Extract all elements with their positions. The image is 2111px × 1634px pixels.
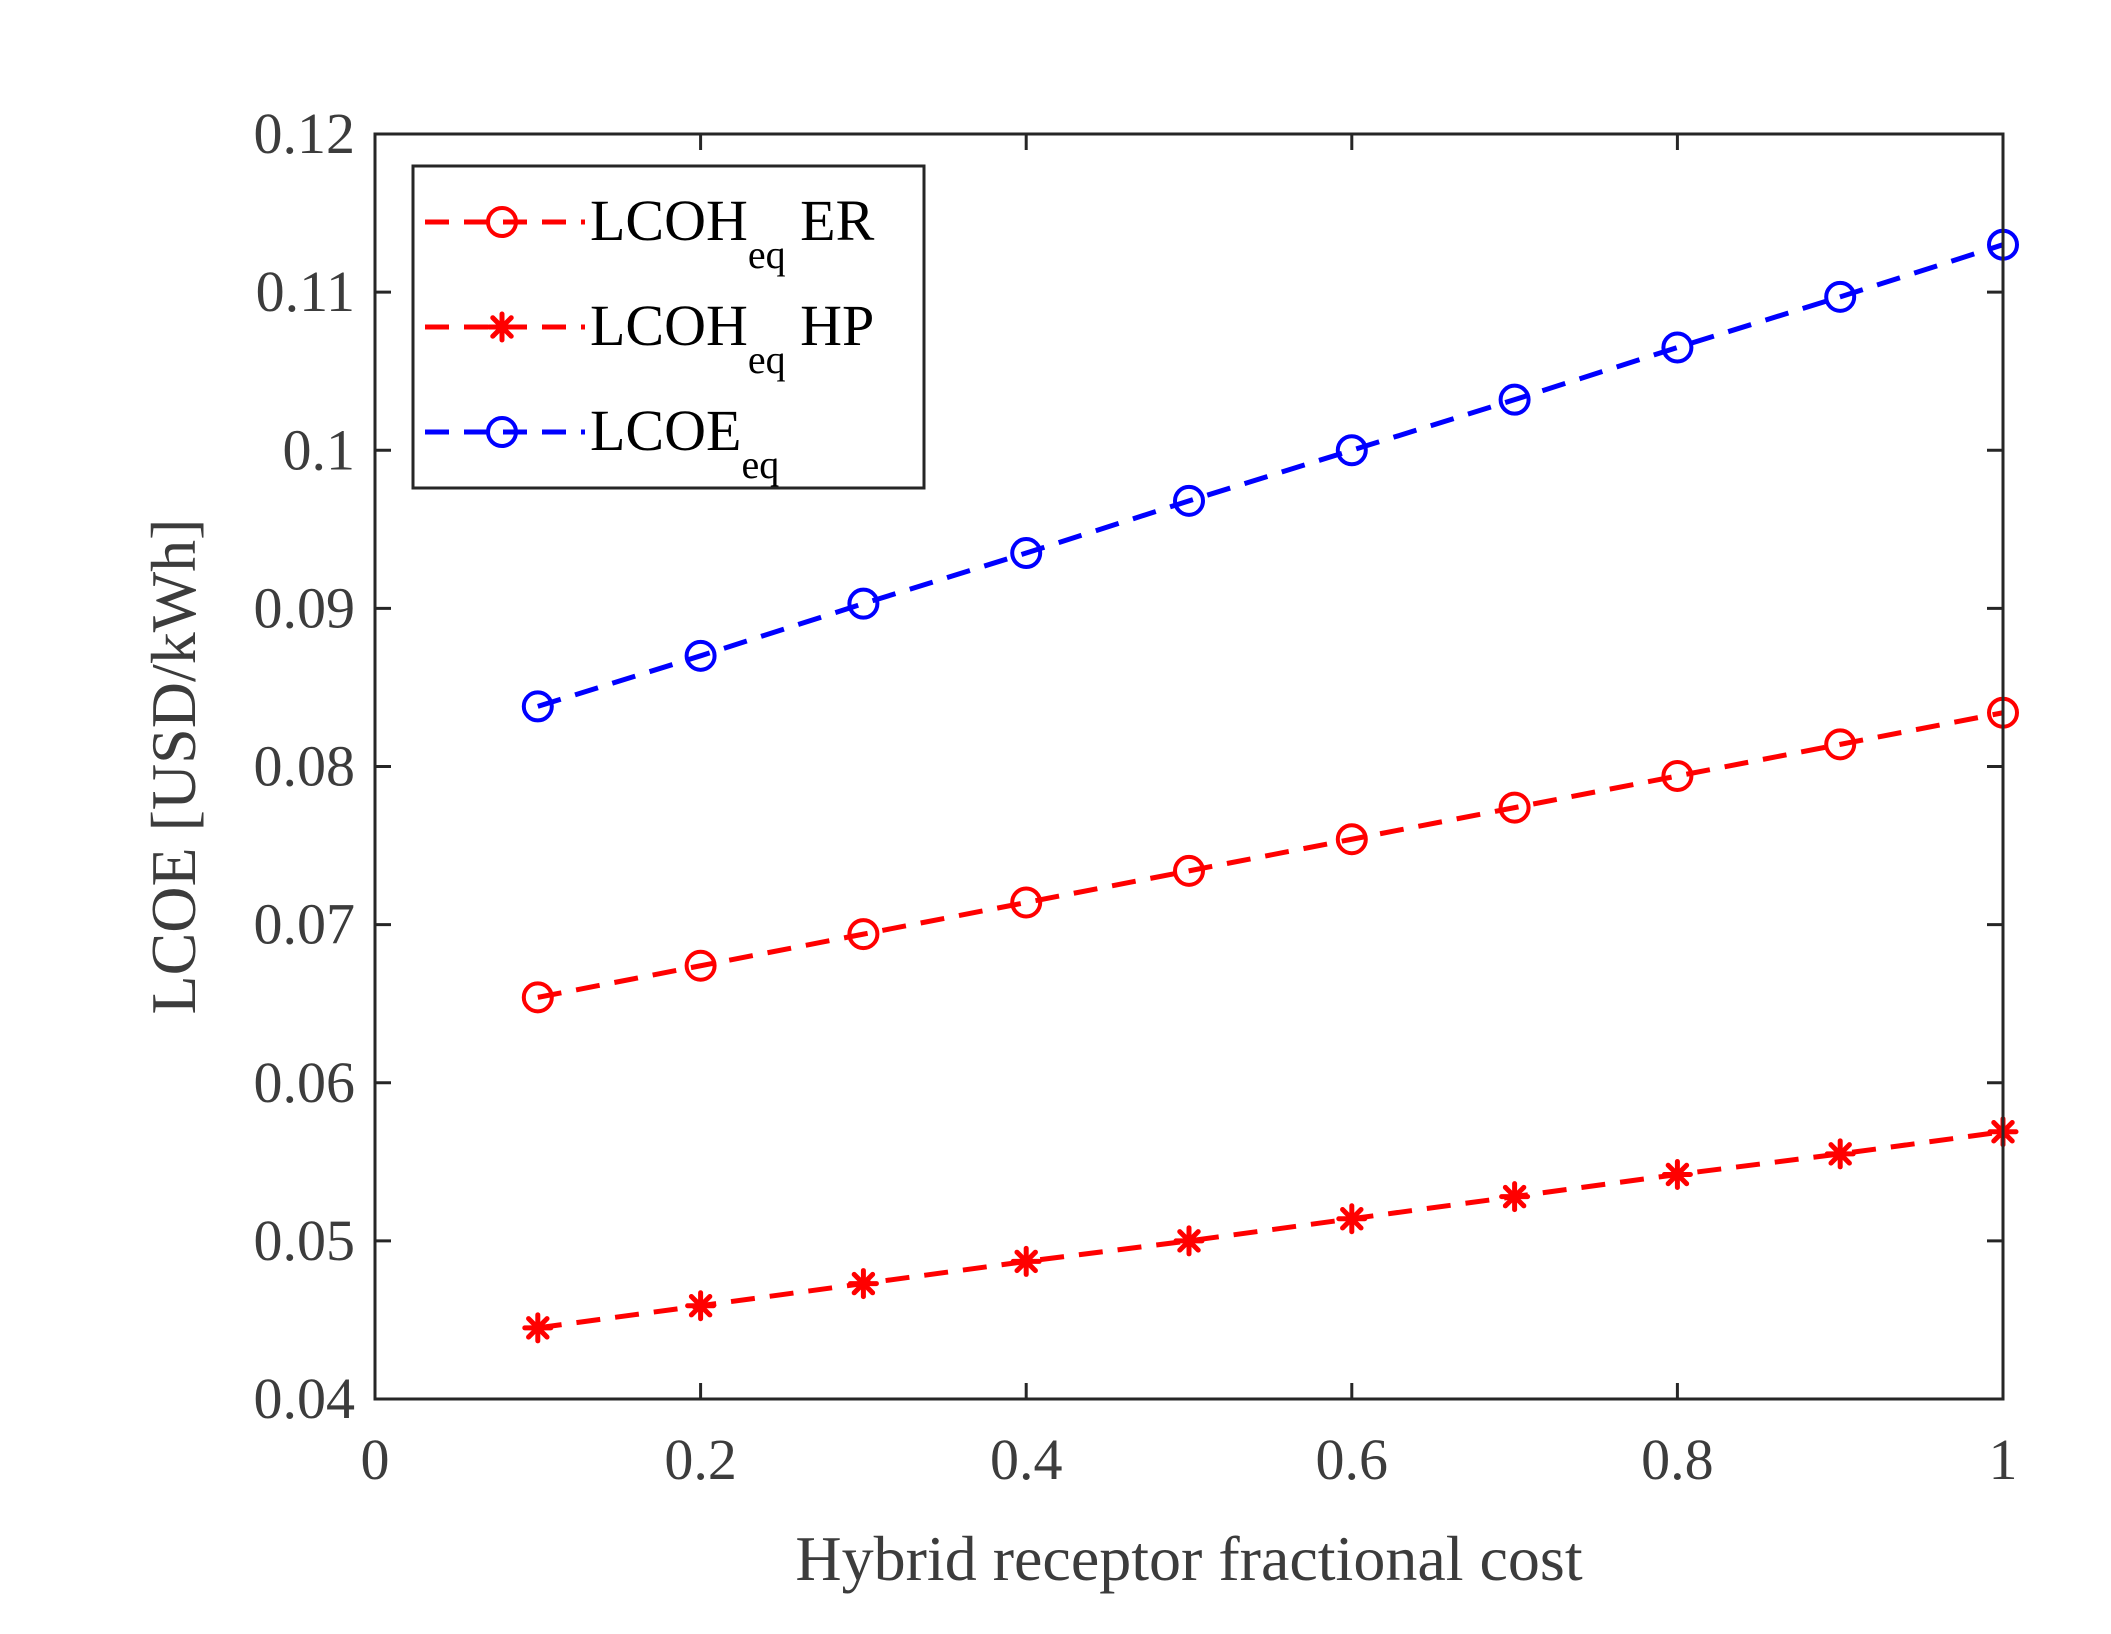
y-tick-label: 0.06 bbox=[254, 1050, 356, 1115]
data-point bbox=[1498, 383, 1531, 416]
legend-item: LCOEeq bbox=[425, 398, 779, 487]
legend-label: LCOHeq HP bbox=[590, 293, 874, 382]
data-point bbox=[1661, 759, 1694, 792]
legend-label-suffix: ER bbox=[786, 188, 875, 253]
data-point bbox=[1010, 886, 1043, 919]
y-tick-label: 0.07 bbox=[254, 892, 356, 957]
data-point bbox=[1498, 791, 1531, 824]
series-2 bbox=[521, 228, 2019, 723]
data-point bbox=[1824, 1138, 1856, 1170]
data-point bbox=[685, 1290, 717, 1322]
data-point bbox=[847, 918, 880, 951]
y-tick-label: 0.05 bbox=[254, 1208, 356, 1273]
legend-label-subscript: eq bbox=[748, 337, 786, 382]
x-tick-label: 0 bbox=[361, 1427, 390, 1492]
legend-item: LCOHeq HP bbox=[425, 293, 874, 382]
data-point bbox=[684, 949, 717, 982]
legend-label-subscript: eq bbox=[748, 232, 786, 277]
data-point bbox=[522, 1312, 554, 1344]
data-point bbox=[1335, 823, 1368, 856]
data-point bbox=[684, 639, 717, 672]
legend-label-subscript: eq bbox=[741, 442, 779, 487]
data-point bbox=[1173, 1225, 1205, 1257]
y-tick-label: 0.12 bbox=[254, 101, 356, 166]
series-line bbox=[537, 242, 2004, 709]
data-series bbox=[521, 228, 2019, 1344]
x-tick-label: 0.2 bbox=[664, 1427, 737, 1492]
x-tick-label: 0.8 bbox=[1641, 1427, 1714, 1492]
x-tick-label: 1 bbox=[1989, 1427, 2018, 1492]
data-point bbox=[1010, 1245, 1042, 1277]
legend-marker bbox=[486, 311, 518, 343]
data-point bbox=[1661, 1158, 1693, 1190]
y-tick-label: 0.04 bbox=[254, 1366, 356, 1431]
data-point bbox=[1824, 728, 1857, 761]
data-point bbox=[847, 587, 880, 620]
data-point bbox=[1335, 434, 1368, 467]
x-tick-label: 0.6 bbox=[1316, 1427, 1389, 1492]
legend-label: LCOEeq bbox=[590, 398, 779, 487]
data-point bbox=[521, 981, 554, 1014]
y-tick-label: 0.08 bbox=[254, 734, 356, 799]
y-tick-label: 0.09 bbox=[254, 575, 356, 640]
data-point bbox=[1173, 854, 1205, 887]
data-point bbox=[1010, 537, 1043, 570]
legend-marker bbox=[486, 416, 518, 448]
data-point bbox=[1661, 331, 1694, 364]
data-point bbox=[521, 690, 554, 723]
y-axis-label: LCOE [USD/kWh] bbox=[138, 519, 209, 1015]
axis-tick-labels: 0 0.2 0.4 0.6 0.8 1 0.04 0.05 0.06 0.07 0.08 0.09 0.… bbox=[254, 101, 2018, 1492]
series-1 bbox=[522, 1116, 2019, 1344]
series-line bbox=[537, 1129, 2004, 1331]
data-point bbox=[1499, 1181, 1531, 1213]
legend-label-main: LCOH bbox=[590, 293, 748, 358]
data-point bbox=[847, 1268, 879, 1300]
y-tick-label: 0.11 bbox=[256, 259, 355, 324]
data-point bbox=[1336, 1203, 1368, 1235]
y-tick-label: 0.1 bbox=[283, 417, 356, 482]
legend-label-main: LCOE bbox=[590, 398, 741, 463]
x-axis-label: Hybrid receptor fractional cost bbox=[795, 1523, 1582, 1594]
data-point bbox=[1173, 484, 1205, 517]
legend-label: LCOHeq ER bbox=[590, 188, 875, 277]
series-line bbox=[537, 710, 2004, 1000]
x-tick-label: 0.4 bbox=[990, 1427, 1063, 1492]
legend-marker bbox=[486, 206, 518, 238]
plot-area-frame bbox=[373, 132, 2005, 1401]
data-point bbox=[1824, 280, 1857, 313]
legend-label-suffix: HP bbox=[786, 293, 875, 358]
legend-item: LCOHeq ER bbox=[425, 188, 875, 277]
legend-label-main: LCOH bbox=[590, 188, 748, 253]
